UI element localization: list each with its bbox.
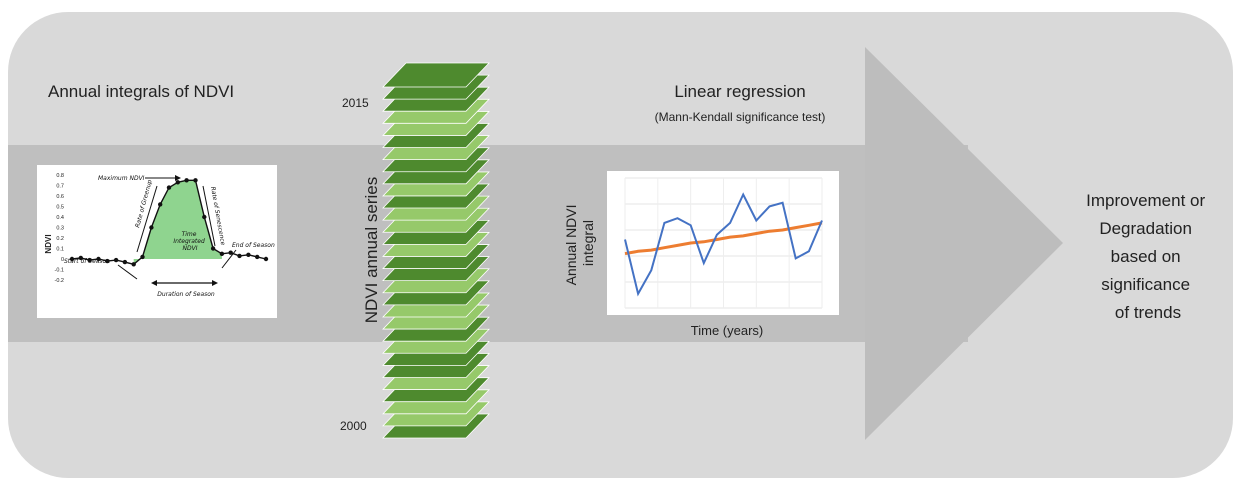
ndvi-point bbox=[184, 178, 189, 183]
arrow-end-of-season bbox=[221, 249, 237, 269]
step4-line-4: significance bbox=[1101, 275, 1190, 294]
arrow-greenup bbox=[136, 185, 158, 253]
annotation-time-integrated-ndvi: Time Integrated NDVI bbox=[173, 231, 206, 252]
phenology-y-tick: 0.6 bbox=[56, 194, 64, 200]
arrow-start-of-season bbox=[117, 264, 138, 280]
duration-arrow-head-right bbox=[212, 280, 218, 286]
regression-ylabel: Annual NDVI integral bbox=[563, 201, 596, 286]
duration-arrow-head-left bbox=[151, 280, 157, 286]
ndvi-year-layer bbox=[382, 62, 490, 88]
annotation-start-of-season: Start of Season bbox=[64, 258, 110, 265]
phenology-y-tick: -0.2 bbox=[55, 278, 64, 284]
ndvi-point bbox=[255, 254, 260, 260]
stack-year-top: 2015 bbox=[342, 96, 369, 110]
arrow-maximum-ndvi-head bbox=[175, 175, 181, 181]
ndvi-point bbox=[166, 185, 172, 190]
ndvi-point bbox=[228, 250, 233, 255]
ndvi-point bbox=[140, 254, 145, 260]
step4-line-2: Degradation bbox=[1099, 219, 1192, 238]
phenology-y-tick: -0.1 bbox=[55, 268, 64, 274]
step3-title: Linear regression bbox=[674, 82, 805, 101]
phenology-y-tick: 0.7 bbox=[56, 184, 64, 190]
phenology-y-tick: 0.8 bbox=[56, 173, 64, 179]
phenology-ylabel: NDVI bbox=[44, 234, 53, 253]
flow-arrow-head bbox=[865, 47, 1063, 440]
stack-year-bottom: 2000 bbox=[340, 419, 367, 433]
step1-title: Annual integrals of NDVI bbox=[48, 82, 234, 101]
ndvi-point bbox=[202, 214, 207, 220]
step4-line-5: of trends bbox=[1115, 303, 1181, 322]
arrow-senescence bbox=[202, 185, 216, 247]
annotation-maximum-ndvi: Maximum NDVI bbox=[98, 175, 145, 182]
ndvi-point bbox=[263, 256, 269, 262]
phenology-y-tick: 0.4 bbox=[56, 215, 64, 221]
phenology-y-tick: 0.5 bbox=[56, 205, 64, 211]
ndvi-annual-stack bbox=[382, 62, 490, 439]
ndvi-point bbox=[69, 256, 75, 262]
step4-result: Improvement or Degradation based on sign… bbox=[1086, 191, 1210, 322]
ndvi-point bbox=[149, 225, 154, 230]
ndvi-series-line bbox=[624, 192, 823, 297]
phenology-y-tick: 0.2 bbox=[56, 236, 64, 242]
phenology-y-ticks: 0.8 0.7 0.6 0.5 0.4 0.3 0.2 0.1 0 -0.1 -0.2 bbox=[55, 173, 64, 284]
ndvi-point bbox=[87, 257, 92, 263]
step3-subtitle: (Mann-Kendall significance test) bbox=[655, 110, 826, 124]
ndvi-point bbox=[105, 258, 110, 264]
ndvi-point bbox=[175, 180, 180, 185]
annotation-duration-of-season: Duration of Season bbox=[157, 291, 215, 298]
phenology-chart: NDVI 0.8 0.7 0.6 0.5 0.4 0.3 0.2 0.1 0 -0.1 -0.2 M… bbox=[37, 165, 277, 318]
ndvi-point bbox=[219, 251, 225, 256]
ndvi-point bbox=[193, 178, 198, 183]
stack-axis-label: NDVI annual series bbox=[362, 177, 381, 323]
regression-chart bbox=[607, 171, 839, 315]
phenology-y-tick: 0.1 bbox=[56, 247, 64, 253]
ndvi-point bbox=[122, 259, 128, 265]
ndvi-point bbox=[96, 256, 101, 262]
ndvi-points bbox=[69, 178, 269, 267]
ndvi-point bbox=[158, 202, 163, 207]
ndvi-point bbox=[246, 252, 251, 257]
phenology-y-tick: 0.3 bbox=[56, 226, 64, 232]
ndvi-point bbox=[131, 262, 136, 267]
ndvi-point bbox=[210, 246, 216, 251]
ndvi-point bbox=[113, 257, 119, 263]
step4-line-1: Improvement or bbox=[1086, 191, 1205, 210]
regression-xlabel: Time (years) bbox=[691, 323, 763, 338]
step4-line-3: based on bbox=[1111, 247, 1181, 266]
annotation-end-of-season: End of Season bbox=[232, 242, 275, 249]
ndvi-point bbox=[78, 255, 84, 261]
regression-gridlines bbox=[624, 177, 823, 309]
ndvi-point bbox=[237, 253, 242, 259]
phenology-y-tick: 0 bbox=[61, 257, 64, 263]
